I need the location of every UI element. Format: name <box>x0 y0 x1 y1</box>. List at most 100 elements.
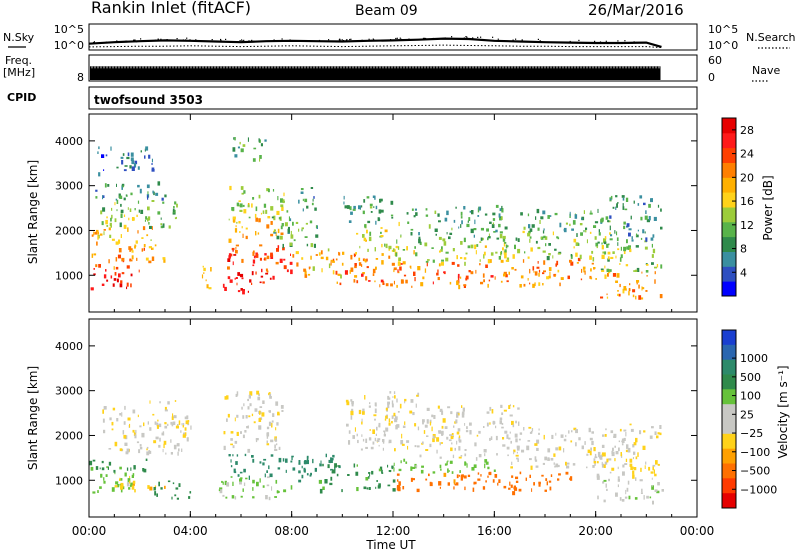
velocity-cell <box>271 420 274 423</box>
noise-sample-dot <box>361 39 363 41</box>
power-cell <box>415 252 418 257</box>
power-cell <box>499 234 503 239</box>
power-cell <box>646 219 650 223</box>
velocity-cell <box>551 434 554 439</box>
velocity-cell <box>368 405 371 408</box>
power-cell <box>645 210 647 214</box>
velocity-cell <box>437 405 440 409</box>
noise-sample-dot <box>605 40 607 42</box>
velocity-cell <box>627 480 630 485</box>
power-cell <box>321 268 323 273</box>
velocity-cell <box>402 425 406 428</box>
power-cell <box>275 261 279 265</box>
noise-panel-frame <box>88 23 698 51</box>
noise-sample-dot <box>472 37 474 39</box>
power-cell <box>257 232 260 235</box>
noise-sample-dot <box>515 38 517 40</box>
velocity-cell <box>170 421 173 425</box>
velocity-cell <box>652 464 656 467</box>
velocity-cell <box>426 435 429 437</box>
velocity-cell <box>374 408 377 414</box>
velocity-cell <box>120 488 123 493</box>
power-cell <box>240 288 243 291</box>
velocity-cell <box>224 396 228 400</box>
power-cell <box>641 286 643 291</box>
velocity-cell <box>99 467 101 470</box>
power-cell <box>467 245 471 249</box>
noise-sample-dot <box>569 40 571 43</box>
velocity-cell <box>357 439 359 444</box>
velocity-cell <box>485 461 489 465</box>
noise-sample-dot <box>400 38 402 40</box>
power-cell <box>557 269 560 273</box>
velocity-cell <box>369 429 371 431</box>
power-cell <box>247 137 249 142</box>
noise-sample-dot <box>189 39 191 41</box>
velocity-cell <box>162 431 165 436</box>
power-x-ticks <box>88 114 698 312</box>
power-cell <box>148 246 152 249</box>
power-cell <box>645 237 648 242</box>
power-cell <box>585 228 587 233</box>
velocity-cell <box>101 467 105 471</box>
velocity-cell <box>329 482 333 486</box>
power-cell <box>361 273 364 277</box>
velocity-cell <box>358 409 362 415</box>
noise-sample-dot <box>578 39 580 41</box>
power-cell <box>601 269 605 272</box>
power-cell <box>286 210 289 213</box>
power-cell <box>390 200 394 205</box>
power-cell <box>642 287 645 290</box>
velocity-cell <box>534 456 537 461</box>
power-cell <box>300 188 304 191</box>
power-cell <box>610 256 614 259</box>
power-cell <box>502 235 506 239</box>
velocity-y-tick-label: 2000 <box>55 429 83 442</box>
power-cell <box>123 214 126 217</box>
power-cell <box>603 238 607 243</box>
velocity-cell <box>642 445 646 450</box>
power-cell <box>332 260 335 263</box>
velocity-cell <box>234 496 237 500</box>
velocity-cell <box>443 472 447 477</box>
power-cell <box>538 282 541 286</box>
power-cell <box>148 260 152 264</box>
power-cell <box>388 245 392 250</box>
velocity-cell <box>615 451 619 455</box>
power-cell <box>130 248 133 251</box>
velocity-cell <box>232 454 234 457</box>
velocity-cell <box>221 480 223 483</box>
power-cell <box>602 251 606 254</box>
power-cell <box>537 261 539 264</box>
velocity-cell <box>283 489 287 493</box>
power-cell <box>400 279 404 284</box>
velocity-cell <box>506 434 509 439</box>
power-cell <box>272 275 275 280</box>
power-cell <box>295 251 299 255</box>
nave-y-tick-bottom: 0 <box>708 71 715 84</box>
power-cell <box>290 269 293 275</box>
velocity-cell <box>230 465 233 468</box>
power-cell <box>484 245 487 248</box>
power-cell <box>619 257 622 262</box>
power-cell <box>273 215 276 221</box>
velocity-cell <box>645 461 647 465</box>
power-cell <box>569 223 571 227</box>
power-cell <box>227 266 230 270</box>
velocity-cell <box>396 486 400 491</box>
velocity-x-axis: 00:00 04:00 08:00 12:00 16:00 20:00 00:00 <box>72 319 714 538</box>
power-cell <box>607 273 609 277</box>
power-cell <box>644 215 648 220</box>
velocity-cell <box>131 474 134 478</box>
power-cell <box>366 196 370 199</box>
velocity-cell <box>374 418 376 421</box>
velocity-cell <box>629 423 632 426</box>
velocity-cell <box>367 476 370 479</box>
velocity-cell <box>456 440 458 445</box>
velocity-cell <box>517 407 520 410</box>
velocity-cell <box>659 432 662 436</box>
power-cell <box>103 274 107 279</box>
power-cell <box>652 248 656 254</box>
velocity-cell <box>469 422 472 426</box>
velocity-cell <box>130 467 132 471</box>
